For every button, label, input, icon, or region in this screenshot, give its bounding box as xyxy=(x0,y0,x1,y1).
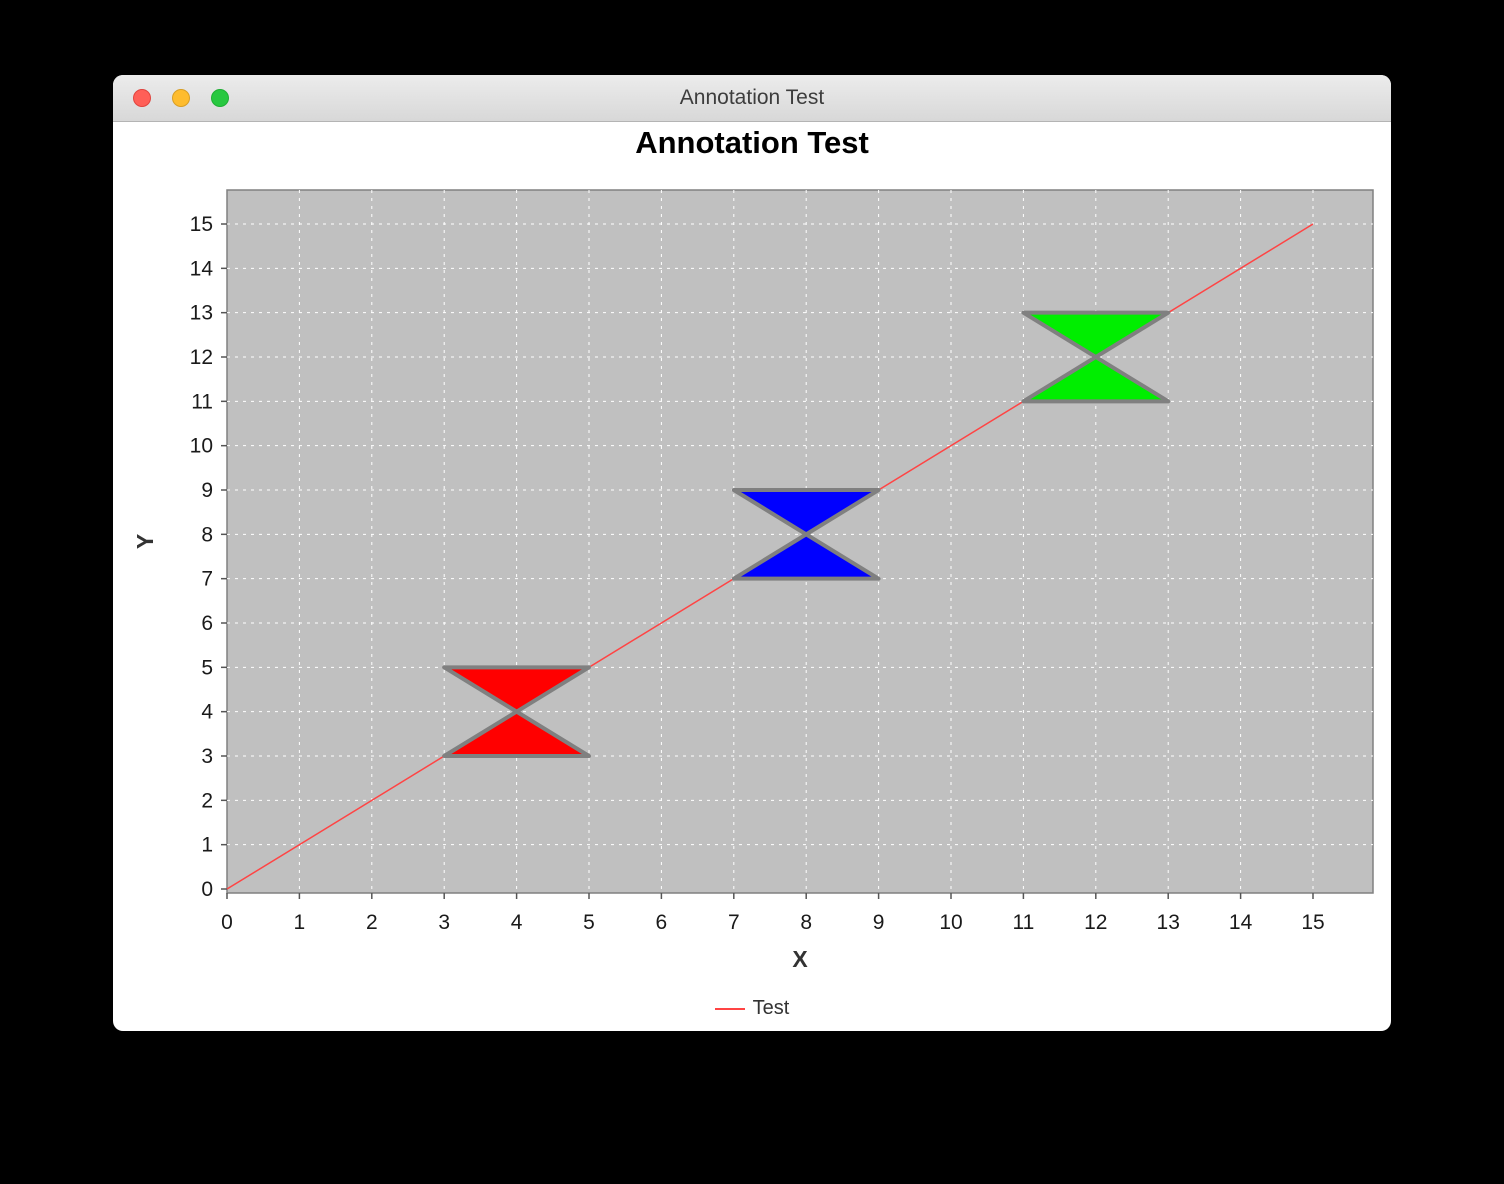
x-tick-label: 15 xyxy=(1301,911,1324,934)
close-button[interactable] xyxy=(133,89,151,107)
chart-title: Annotation Test xyxy=(635,125,869,160)
y-tick-label: 10 xyxy=(190,435,213,458)
x-tick-label: 6 xyxy=(656,911,668,934)
x-axis-label: X xyxy=(792,946,808,972)
y-tick-label: 5 xyxy=(201,656,213,679)
x-tick-label: 3 xyxy=(438,911,450,934)
x-tick-label: 5 xyxy=(583,911,595,934)
x-tick-label: 13 xyxy=(1157,911,1180,934)
x-tick-label: 1 xyxy=(294,911,306,934)
zoom-button[interactable] xyxy=(211,89,229,107)
x-tick-label: 10 xyxy=(939,911,962,934)
chart-canvas: 0 1 2 3 4 5 6 7 8 9 10 11 12 13 14 15012345678910111213… xyxy=(132,189,1374,972)
green-bowtie xyxy=(1021,310,1171,404)
y-tick-label: 3 xyxy=(201,745,213,768)
window-title: Annotation Test xyxy=(679,86,825,109)
x-tick-label: 12 xyxy=(1084,911,1107,934)
x-tick-label: 8 xyxy=(800,911,812,934)
x-tick-label: 0 xyxy=(221,911,233,934)
y-tick-label: 0 xyxy=(201,878,213,901)
y-tick-label: 2 xyxy=(201,789,213,812)
y-tick-label: 13 xyxy=(190,302,213,325)
y-tick-label: 7 xyxy=(201,568,213,591)
legend-swatch xyxy=(714,1007,745,1010)
y-tick-label: 4 xyxy=(201,701,213,724)
legend: Test xyxy=(113,997,1391,1020)
red-bowtie xyxy=(442,665,591,759)
x-tick-label: 2 xyxy=(366,911,378,934)
x-tick-label: 7 xyxy=(728,911,740,934)
legend-label: Test xyxy=(752,997,790,1019)
x-tick-label: 9 xyxy=(873,911,885,934)
y-tick-label: 12 xyxy=(190,346,213,369)
blue-bowtie xyxy=(731,488,881,581)
minimize-button[interactable] xyxy=(172,89,190,107)
y-tick-label: 9 xyxy=(201,479,213,502)
x-tick-label: 4 xyxy=(511,911,523,934)
y-tick-label: 15 xyxy=(190,213,213,236)
y-tick-label: 8 xyxy=(201,523,213,546)
x-tick-label: 14 xyxy=(1229,911,1253,934)
y-tick-label: 14 xyxy=(190,257,214,280)
y-tick-label: 6 xyxy=(201,612,213,635)
y-tick-label: 11 xyxy=(191,390,213,413)
x-tick-label: 11 xyxy=(1012,911,1034,934)
plot-area xyxy=(226,189,1374,894)
y-tick-label: 1 xyxy=(201,834,213,857)
titlebar: Annotation Test xyxy=(113,75,1391,122)
y-axis-label: Y xyxy=(132,534,158,549)
